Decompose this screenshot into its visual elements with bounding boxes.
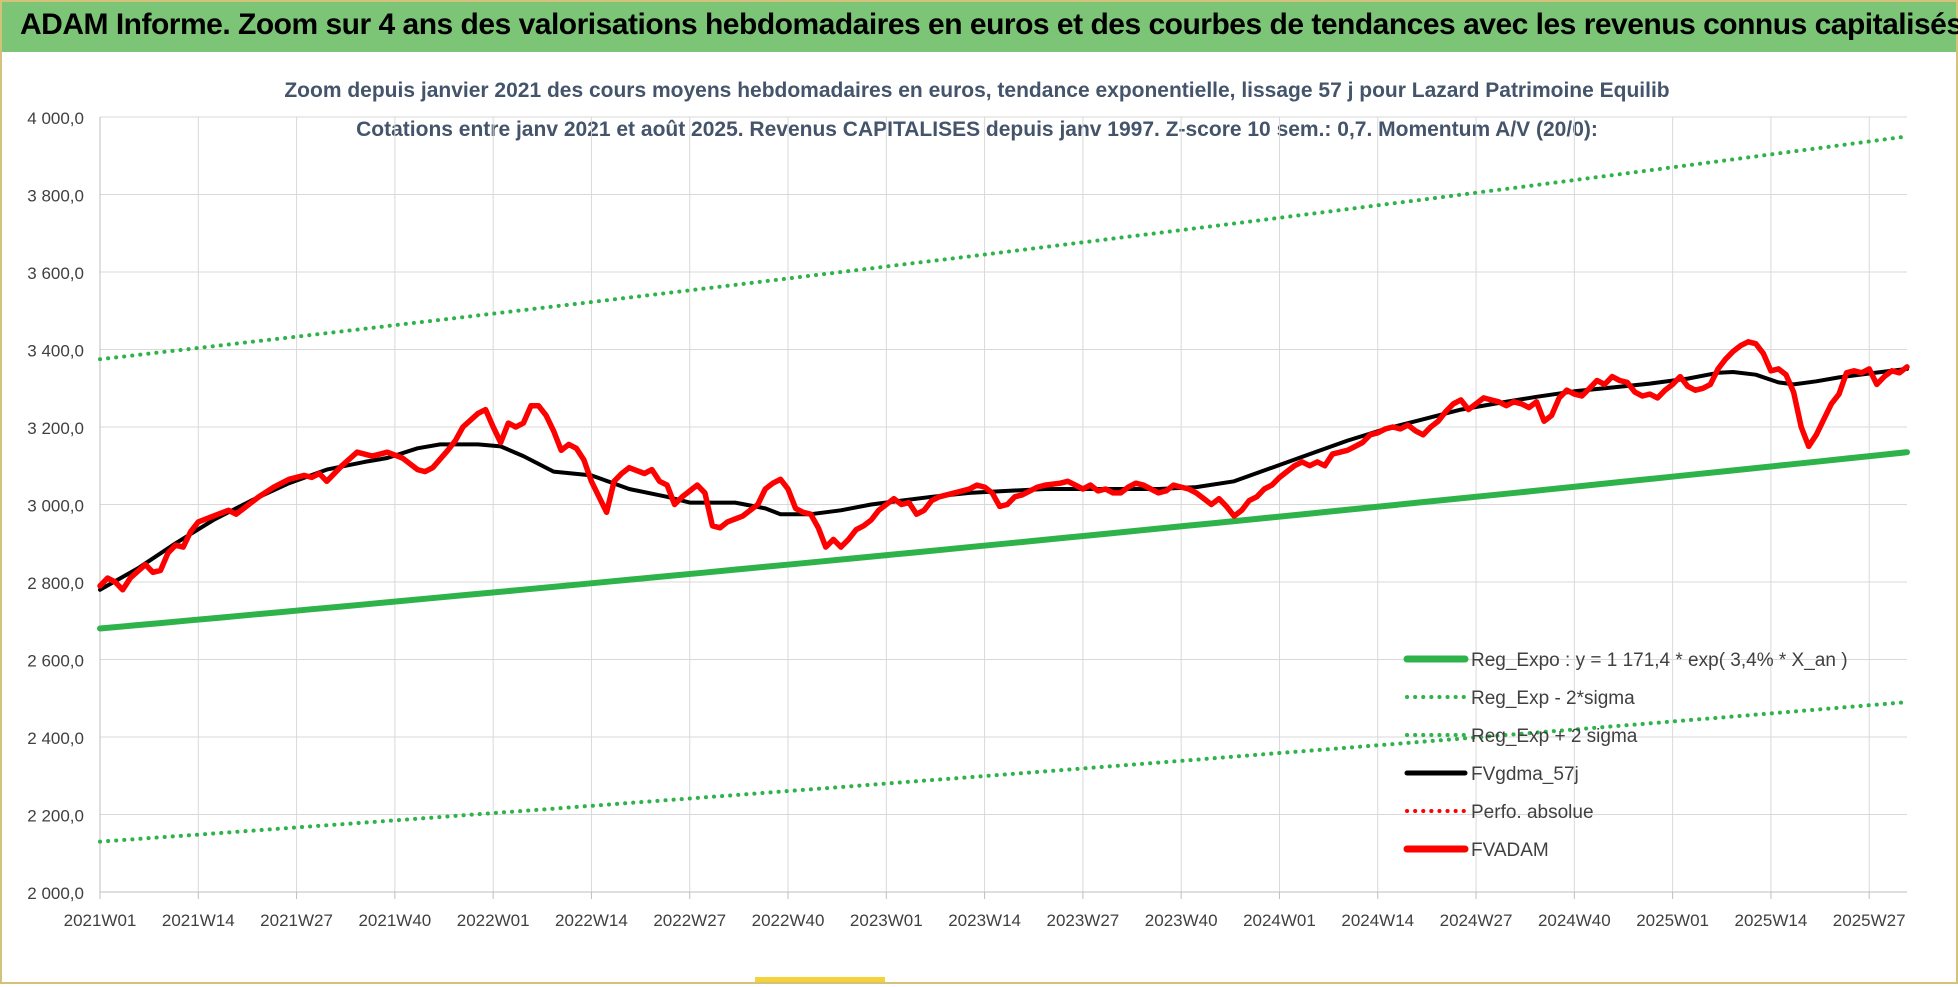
x-tick-label: 2024W01	[1243, 911, 1316, 930]
legend: Reg_Expo : y = 1 171,4 * exp( 3,4% * X_a…	[1403, 650, 1848, 861]
x-tick-label: 2023W40	[1145, 911, 1218, 930]
header-bar: ADAM Informe. Zoom sur 4 ans des valoris…	[2, 2, 1958, 52]
y-tick-label: 2 200,0	[27, 807, 84, 826]
line-chart: Zoom depuis janvier 2021 des cours moyen…	[27, 79, 1910, 930]
legend-item-reg-exp-minus: Reg_Exp - 2*sigma	[1471, 688, 1635, 709]
y-tick-label: 2 400,0	[27, 729, 84, 748]
y-tick-label: 2 600,0	[27, 652, 84, 671]
series-group	[97, 134, 1910, 844]
y-tick-label: 4 000,0	[27, 109, 84, 128]
chart-title-line1: Zoom depuis janvier 2021 des cours moyen…	[284, 79, 1669, 102]
y-tick-label: 3 800,0	[27, 187, 84, 206]
y-tick-label: 3 000,0	[27, 497, 84, 516]
x-axis: 2021W01 2021W14 2021W27 2021W40 2022W01 2022W…	[64, 891, 1907, 930]
page-title: ADAM Informe. Zoom sur 4 ans des valoris…	[20, 8, 1958, 41]
x-tick-label: 2025W14	[1735, 911, 1808, 930]
x-tick-label: 2024W14	[1341, 911, 1414, 930]
y-tick-label: 2 800,0	[27, 574, 84, 593]
y-axis: 4 000,0 3 800,0 3 600,0 3 400,0 3 200,0 3 000…	[27, 109, 101, 903]
y-tick-label: 3 600,0	[27, 264, 84, 283]
x-tick-label: 2022W40	[752, 911, 825, 930]
bottom-marker	[755, 977, 885, 982]
x-tick-label: 2025W27	[1833, 911, 1906, 930]
x-tick-label: 2022W14	[555, 911, 628, 930]
legend-item-fvgdma: FVgdma_57j	[1471, 764, 1579, 785]
y-tick-label: 3 200,0	[27, 419, 84, 438]
x-tick-label: 2024W27	[1440, 911, 1513, 930]
x-tick-label: 2022W27	[653, 911, 726, 930]
chart-title-line2: Cotations entre janv 2021 et août 2025. …	[356, 118, 1598, 141]
reg-expo-line	[97, 449, 1910, 632]
chart-area: Zoom depuis janvier 2021 des cours moyen…	[2, 52, 1956, 982]
legend-item-reg-expo: Reg_Expo : y = 1 171,4 * exp( 3,4% * X_a…	[1471, 650, 1848, 671]
x-tick-label: 2023W14	[948, 911, 1021, 930]
reg-exp-plus-2sigma-line	[98, 134, 1909, 362]
x-tick-label: 2021W27	[260, 911, 333, 930]
fvadam-line	[97, 339, 1910, 593]
legend-item-perfo-absolue: Perfo. absolue	[1471, 802, 1594, 823]
x-tick-label: 2024W40	[1538, 911, 1611, 930]
x-tick-label: 2021W01	[64, 911, 137, 930]
y-tick-label: 3 400,0	[27, 342, 84, 361]
reg-exp-minus-2sigma-line	[98, 700, 1909, 844]
x-tick-label: 2025W01	[1636, 911, 1709, 930]
x-tick-label: 2022W01	[457, 911, 530, 930]
x-tick-label: 2023W01	[850, 911, 923, 930]
y-tick-label: 2 000,0	[27, 884, 84, 903]
x-tick-label: 2021W14	[162, 911, 235, 930]
x-tick-label: 2021W40	[358, 911, 431, 930]
legend-item-reg-exp-plus: Reg_Exp + 2 sigma	[1471, 726, 1638, 747]
legend-item-fvadam: FVADAM	[1471, 840, 1549, 861]
x-tick-label: 2023W27	[1046, 911, 1119, 930]
